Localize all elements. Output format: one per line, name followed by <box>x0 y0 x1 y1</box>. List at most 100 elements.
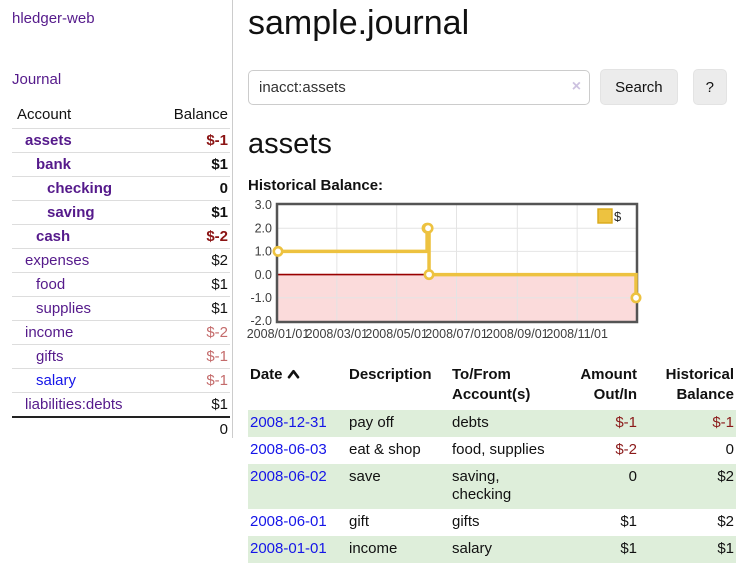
clear-search-icon[interactable]: × <box>571 77 582 95</box>
balance-cell: $2 <box>717 513 734 531</box>
balance-cell: $2 <box>717 467 734 485</box>
sidebar-account-link[interactable]: checking <box>47 180 113 197</box>
sidebar-account-link[interactable]: gifts <box>36 348 64 365</box>
svg-text:2008/01/01: 2008/01/01 <box>247 327 310 341</box>
account-balance: $1 <box>153 392 230 417</box>
svg-text:-2.0: -2.0 <box>250 314 272 328</box>
account-row: checking 0 <box>12 176 230 201</box>
amount-cell: $-2 <box>615 440 637 458</box>
sidebar-account-link[interactable]: income <box>25 324 74 341</box>
account-balance: $-1 <box>153 368 230 393</box>
account-cell: salary <box>12 368 154 393</box>
sidebar-account-link[interactable]: assets <box>25 132 72 149</box>
account-balance: $-1 <box>153 344 230 369</box>
sidebar-account-link[interactable]: liabilities:debts <box>25 396 123 413</box>
accounts-cell: salary <box>452 539 493 557</box>
help-button[interactable]: ? <box>692 69 727 106</box>
account-cell: checking <box>12 176 154 201</box>
chart-title: Historical Balance: <box>248 177 384 195</box>
description-cell: pay off <box>349 414 394 432</box>
account-row: bank $1 <box>12 152 230 177</box>
amount-cell: $-1 <box>615 414 637 432</box>
balance-cell: 0 <box>725 440 734 458</box>
accounts-cell: gifts <box>452 513 480 531</box>
sidebar-account-link[interactable]: supplies <box>36 300 92 317</box>
amount-cell: $1 <box>620 539 637 557</box>
accounts-column-header: Account <box>12 102 154 129</box>
account-row: cash $-2 <box>12 224 230 249</box>
description-column-header: Description <box>349 366 432 384</box>
date-cell: 2008-12-31 <box>248 410 347 437</box>
account-cell: bank <box>12 152 154 177</box>
account-row: supplies $1 <box>12 296 230 321</box>
description-cell: save <box>349 467 381 485</box>
register-row: 2008-12-31 pay off debts $-1 $-1 <box>248 410 736 437</box>
account-balance: $2 <box>153 248 230 273</box>
svg-text:1.0: 1.0 <box>255 245 272 259</box>
description-cell: eat & shop <box>349 440 421 458</box>
account-cell: income <box>12 320 154 345</box>
description-cell: gift <box>349 513 370 531</box>
register-row: 2008-06-02 save saving, checking 0 $2 <box>248 463 736 510</box>
accounts-cell: food, supplies <box>452 440 545 458</box>
sidebar-account-link[interactable]: saving <box>47 204 95 221</box>
account-cell: food <box>12 272 154 297</box>
page-title: sample.journal <box>248 4 470 42</box>
search-button[interactable]: Search <box>600 69 678 106</box>
date-link[interactable]: 2008-06-01 <box>250 513 327 531</box>
account-row: assets $-1 <box>12 129 230 153</box>
sidebar-item-journal[interactable]: Journal <box>12 71 62 88</box>
date-link[interactable]: 2008-01-01 <box>250 539 327 557</box>
account-balance: $1 <box>153 272 230 297</box>
account-row: liabilities:debts $1 <box>12 392 230 417</box>
date-cell: 2008-01-01 <box>248 536 347 563</box>
balance-column-header: Balance <box>153 102 230 129</box>
date-cell: 2008-06-02 <box>248 464 347 510</box>
sidebar-account-link[interactable]: cash <box>36 228 71 245</box>
account-row: saving $1 <box>12 200 230 225</box>
date-cell: 2008-06-03 <box>248 437 347 464</box>
description-cell: income <box>349 539 398 557</box>
accounts-cell: saving, checking <box>452 467 512 504</box>
account-row: gifts $-1 <box>12 344 230 369</box>
date-cell: 2008-06-01 <box>248 509 347 536</box>
accounts-column-header: To/From Account(s) <box>452 366 531 403</box>
account-row: expenses $2 <box>12 248 230 273</box>
date-column-header[interactable]: Date <box>248 363 347 410</box>
account-balance: $1 <box>153 296 230 321</box>
balance-cell: $1 <box>717 539 734 557</box>
account-row: salary $-1 <box>12 368 230 393</box>
search-bar: × Search ? <box>248 69 727 106</box>
accounts-total-spacer <box>12 416 154 441</box>
account-balance: 0 <box>153 176 230 201</box>
svg-text:2008/07/01: 2008/07/01 <box>425 327 488 341</box>
date-link[interactable]: 2008-12-31 <box>250 414 327 432</box>
svg-text:3.0: 3.0 <box>255 198 272 212</box>
sidebar-account-link[interactable]: expenses <box>25 252 90 269</box>
search-input[interactable] <box>248 69 591 105</box>
account-balance: $-1 <box>206 132 228 149</box>
svg-text:2008/09/01: 2008/09/01 <box>486 327 549 341</box>
date-link[interactable]: 2008-06-02 <box>250 467 327 485</box>
accounts-total-row: 0 <box>12 416 230 441</box>
account-cell: cash <box>12 224 154 249</box>
account-cell: liabilities:debts <box>12 392 154 417</box>
svg-text:2008/11/01: 2008/11/01 <box>546 327 608 341</box>
sidebar-account-link[interactable]: bank <box>36 156 72 173</box>
register-table: Date Description To/From Account(s) Amou… <box>248 363 736 563</box>
svg-text:2008/05/01: 2008/05/01 <box>365 327 428 341</box>
register-row: 2008-06-01 gift gifts $1 $2 <box>248 509 736 536</box>
sidebar-account-link[interactable]: salary <box>36 372 77 389</box>
sidebar-account-link[interactable]: food <box>36 276 66 293</box>
balance-cell: $-1 <box>712 414 734 432</box>
balance-column-header: Historical Balance <box>665 366 734 403</box>
account-balance: $1 <box>153 152 230 177</box>
date-link[interactable]: 2008-06-03 <box>250 440 327 458</box>
account-heading: assets <box>248 128 332 161</box>
svg-text:0.0: 0.0 <box>255 268 272 282</box>
accounts-table-header: Account Balance <box>12 102 230 129</box>
brand-link[interactable]: hledger-web <box>12 10 95 27</box>
account-cell: saving <box>12 200 154 225</box>
account-balance: $-2 <box>153 224 230 249</box>
